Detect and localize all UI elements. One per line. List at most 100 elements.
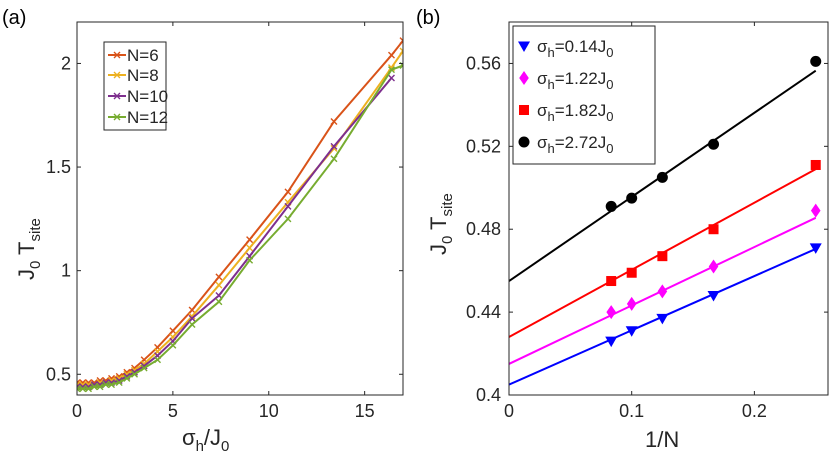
legend-marker-n6 — [113, 51, 121, 59]
legend-symbol-sigma-2-72 — [518, 136, 530, 148]
data-point-n-6-16 — [284, 188, 292, 196]
panel-a-label: (a) — [2, 7, 26, 29]
data-point-sigma-0-14-3 — [707, 291, 720, 302]
panel-b-axes — [508, 21, 829, 396]
x-tick-label: 0.2 — [742, 401, 767, 421]
legend-entry-sigma-0-14: σh=0.14J0 — [518, 37, 613, 60]
data-point-n-6-17 — [330, 117, 338, 125]
legend-marker-n12 — [113, 113, 121, 121]
x-tick-label: 0 — [72, 401, 82, 421]
data-point-n-10-17 — [330, 142, 338, 150]
x-tick-label: 15 — [355, 401, 375, 421]
panel-a-axes-box — [76, 21, 404, 396]
panel-b-x-axis-title: 1/N — [645, 427, 679, 452]
data-point-sigma-2-72-4 — [810, 55, 822, 67]
legend-entry-n12: N=12 — [108, 108, 168, 127]
data-point-sigma-1-82-0 — [606, 276, 617, 287]
data-point-sigma-1-22-0 — [606, 305, 617, 320]
panel-a-plot-area — [77, 37, 403, 393]
data-point-n-12-13 — [188, 321, 196, 329]
data-point-n-12-17 — [330, 155, 338, 163]
y-tick-label: 0.56 — [466, 53, 501, 73]
y-tick-label: 1.5 — [46, 157, 71, 177]
data-point-n-8-19 — [399, 47, 403, 55]
data-point-sigma-1-22-4 — [810, 203, 821, 218]
data-point-n-8-15 — [246, 244, 254, 252]
data-point-n-12-8 — [123, 374, 131, 382]
x-tick-label: 10 — [259, 401, 279, 421]
legend-label-n12: N=12 — [127, 108, 168, 127]
data-point-sigma-2-72-2 — [656, 171, 668, 183]
panel-b-ticks: 0 0.1 0.2 0.4 0.44 0.48 0.52 0.56 — [466, 22, 828, 421]
panel-a-y-axis-title: J0 Tsite — [14, 218, 44, 280]
panel-b-legend: σh=0.14J0 σh=1.22J0 σh=1.82J0 σh=2.72J0 — [512, 25, 656, 165]
data-point-n-6-19 — [399, 37, 403, 45]
x-tick-label: 0 — [504, 401, 514, 421]
panel-a-ticks: 0 5 10 15 0.5 1 1.5 2 — [46, 22, 403, 421]
data-point-n-6-18 — [387, 51, 395, 59]
data-point-n-12-4 — [96, 383, 104, 391]
data-point-n-12-12 — [169, 341, 177, 349]
data-point-sigma-1-82-1 — [626, 267, 637, 278]
data-point-sigma-2-72-1 — [626, 192, 638, 204]
data-point-sigma-0-14-1 — [625, 326, 638, 337]
data-point-n-6-12 — [169, 327, 177, 335]
legend-entry-sigma-1-22: σh=1.22J0 — [519, 69, 613, 92]
x-tick-label: 0.1 — [619, 401, 644, 421]
legend-label-sigma-0-14: σh=0.14J0 — [537, 37, 613, 60]
data-point-sigma-1-82-4 — [810, 159, 821, 170]
legend-marker-sigma-2-72 — [518, 136, 530, 148]
panel-b: (b) 0 0.1 0.2 0.4 0.44 0.48 0.52 0.56 1/N J0 Ts… — [416, 7, 829, 452]
data-point-n-12-2 — [85, 385, 93, 393]
legend-entry-sigma-1-82: σh=1.82J0 — [519, 101, 613, 124]
panel-a-legend-box — [103, 41, 167, 131]
panel-a-series — [77, 37, 403, 393]
data-point-sigma-1-22-1 — [626, 296, 637, 311]
data-point-n-10-9 — [131, 368, 139, 376]
legend-marker-sigma-0-14 — [518, 41, 530, 52]
y-tick-label: 0.52 — [466, 136, 501, 156]
data-point-sigma-1-82-3 — [708, 224, 719, 235]
legend-label-sigma-2-72: σh=2.72J0 — [537, 133, 613, 156]
y-tick-label: 2 — [61, 53, 71, 73]
legend-entry-n8: N=8 — [108, 66, 159, 85]
legend-entry-n10: N=10 — [108, 87, 168, 106]
data-point-n-12-0 — [77, 385, 81, 393]
panel-b-axes-box — [508, 21, 829, 396]
legend-label-n10: N=10 — [127, 87, 168, 106]
legend-symbol-sigma-1-82 — [519, 105, 529, 115]
data-point-n-6-15 — [246, 236, 254, 244]
legend-marker-sigma-1-82 — [519, 105, 529, 115]
legend-marker-n8 — [113, 71, 121, 79]
data-point-n-12-7 — [115, 379, 123, 387]
legend-symbol-sigma-0-14 — [518, 41, 530, 52]
y-tick-label: 0.5 — [46, 364, 71, 384]
panel-b-series — [509, 55, 822, 386]
data-point-n-12-16 — [284, 215, 292, 223]
data-point-sigma-1-22-3 — [708, 259, 719, 274]
y-tick-label: 0.4 — [476, 385, 501, 405]
legend-label-sigma-1-82: σh=1.82J0 — [537, 101, 613, 124]
legend-label-n6: N=6 — [127, 46, 159, 65]
panel-a: (a) 0 5 10 15 0.5 1 1.5 2 σh/J0 J0 Tsite N=6 N=… — [2, 7, 404, 455]
data-point-sigma-1-22-2 — [657, 284, 668, 299]
legend-entry-sigma-2-72: σh=2.72J0 — [518, 133, 613, 156]
data-point-n-12-18 — [387, 66, 395, 74]
data-point-n-12-14 — [215, 298, 223, 306]
data-point-n-10-13 — [188, 314, 196, 322]
legend-entry-n6: N=6 — [108, 46, 159, 65]
legend-label-n8: N=8 — [127, 66, 159, 85]
data-point-n-8-13 — [188, 312, 196, 320]
data-point-n-10-18 — [387, 74, 395, 82]
data-point-sigma-0-14-4 — [809, 243, 822, 254]
panel-a-x-axis-title: σh/J0 — [182, 425, 229, 455]
data-point-n-12-6 — [108, 381, 116, 389]
y-tick-label: 0.48 — [466, 219, 501, 239]
data-point-n-6-14 — [215, 273, 223, 281]
data-point-n-12-9 — [131, 370, 139, 378]
data-point-n-12-10 — [140, 364, 148, 372]
data-point-sigma-2-72-0 — [605, 200, 617, 212]
y-tick-label: 0.44 — [466, 302, 501, 322]
panel-b-legend-box — [512, 25, 656, 165]
